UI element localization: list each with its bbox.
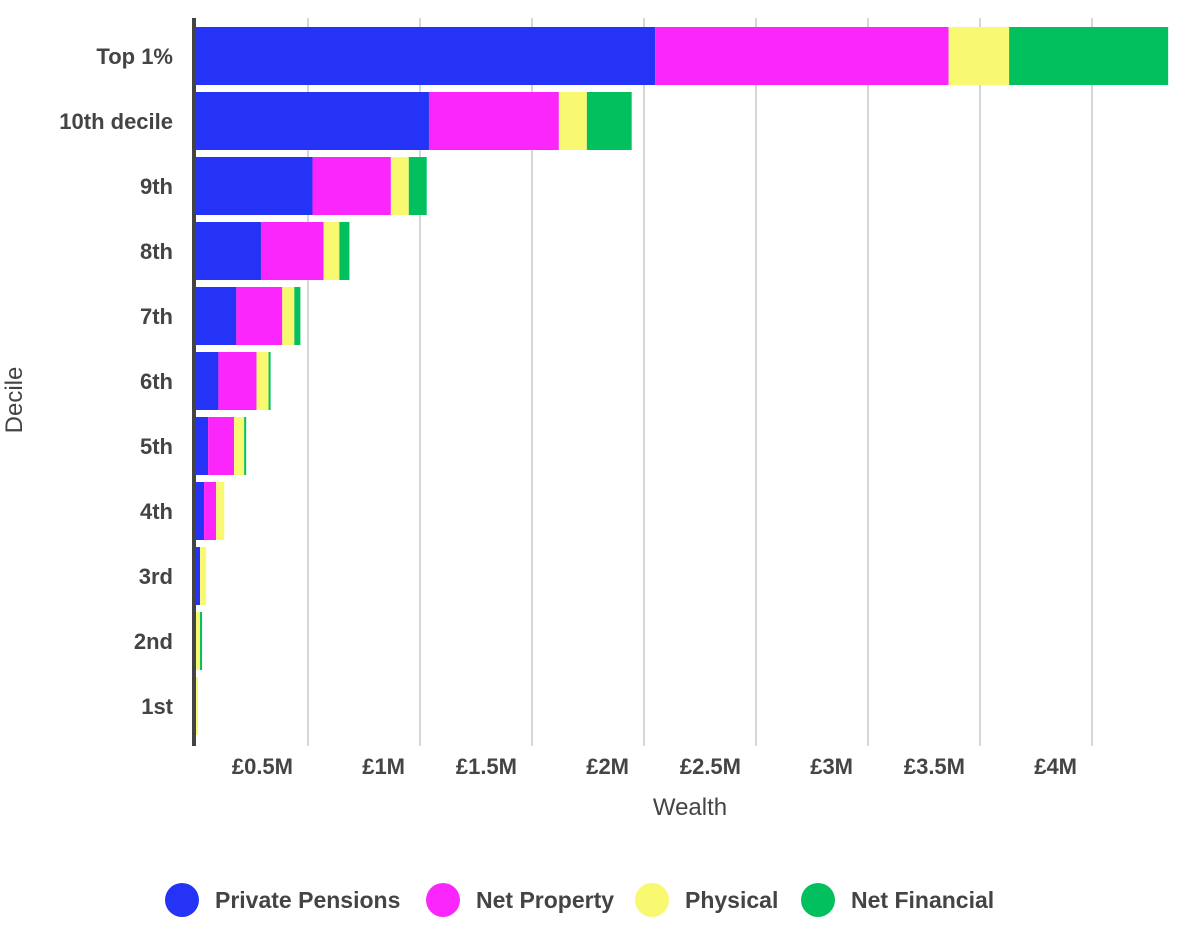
x-axis-title: Wealth (653, 794, 727, 821)
bar-segment-physical (948, 27, 1010, 85)
bar-segment-physical (216, 482, 225, 540)
bar-segment-net-property (428, 92, 559, 150)
category-label: 8th (140, 239, 173, 264)
bar-segment-net-property (312, 157, 391, 215)
legend-item: Net Financial (801, 883, 994, 917)
bar-segment-net-financial (244, 417, 247, 475)
bar-segment-net-financial (1009, 27, 1169, 85)
bar-segment-physical (200, 547, 207, 605)
category-label: 7th (140, 304, 173, 329)
bar-segment-net-financial (200, 612, 203, 670)
bar-segment-private-pensions (196, 92, 429, 150)
category-label: 10th decile (59, 109, 173, 134)
bar-segment-net-property (208, 417, 235, 475)
bar-segment-net-financial (586, 92, 632, 150)
bar-segment-net-financial (339, 222, 350, 280)
bar-segment-private-pensions (196, 222, 261, 280)
bar-segment-net-property (218, 352, 257, 410)
bar-segment-physical (390, 157, 409, 215)
category-label: 6th (140, 369, 173, 394)
bar-segment-physical (234, 417, 245, 475)
legend-swatch (801, 883, 835, 917)
bar-segment-physical (558, 92, 587, 150)
category-label: Top 1% (96, 44, 173, 69)
bar-segment-net-property (655, 27, 949, 85)
x-tick-label: £2.5M (680, 754, 741, 779)
legend-swatch (635, 883, 669, 917)
x-tick-label: £4M (1034, 754, 1077, 779)
category-label: 5th (140, 434, 173, 459)
bar-segment-private-pensions (196, 352, 219, 410)
x-tick-label: £2M (586, 754, 629, 779)
category-label: 9th (140, 174, 173, 199)
x-tick-label: £3.5M (904, 754, 965, 779)
legend-swatch (426, 883, 460, 917)
legend-label: Net Property (476, 887, 614, 913)
bar-segment-net-property (236, 287, 283, 345)
bar-segment-private-pensions (196, 157, 313, 215)
category-label: 1st (141, 694, 173, 719)
legend-label: Private Pensions (215, 887, 400, 913)
y-axis-title: Decile (1, 367, 28, 434)
bar-segment-physical (196, 677, 199, 735)
category-label: 2nd (134, 629, 173, 654)
bar-segment-net-financial (294, 287, 301, 345)
bar-segment-net-property (204, 482, 217, 540)
legend-label: Net Financial (851, 887, 994, 913)
bar-segment-physical (256, 352, 269, 410)
x-tick-label: £1M (362, 754, 405, 779)
category-label: 3rd (139, 564, 173, 589)
bar-segment-physical (196, 612, 201, 670)
bar-segment-private-pensions (196, 287, 237, 345)
legend-label: Physical (685, 887, 778, 913)
bar-segment-private-pensions (196, 547, 201, 605)
legend-swatch (165, 883, 199, 917)
bar-segment-physical (323, 222, 340, 280)
x-tick-label: £0.5M (232, 754, 293, 779)
legend-item: Net Property (426, 883, 614, 917)
bar-segment-private-pensions (196, 417, 209, 475)
bar-segment-net-financial (408, 157, 427, 215)
x-tick-label: £1.5M (456, 754, 517, 779)
x-tick-label: £3M (810, 754, 853, 779)
bar-segment-net-property (260, 222, 324, 280)
category-label: 4th (140, 499, 173, 524)
bar-segment-private-pensions (196, 27, 656, 85)
legend-item: Private Pensions (165, 883, 400, 917)
bar-segment-private-pensions (196, 482, 205, 540)
bar-segment-physical (282, 287, 295, 345)
legend-item: Physical (635, 883, 778, 917)
bar-segment-net-financial (268, 352, 271, 410)
